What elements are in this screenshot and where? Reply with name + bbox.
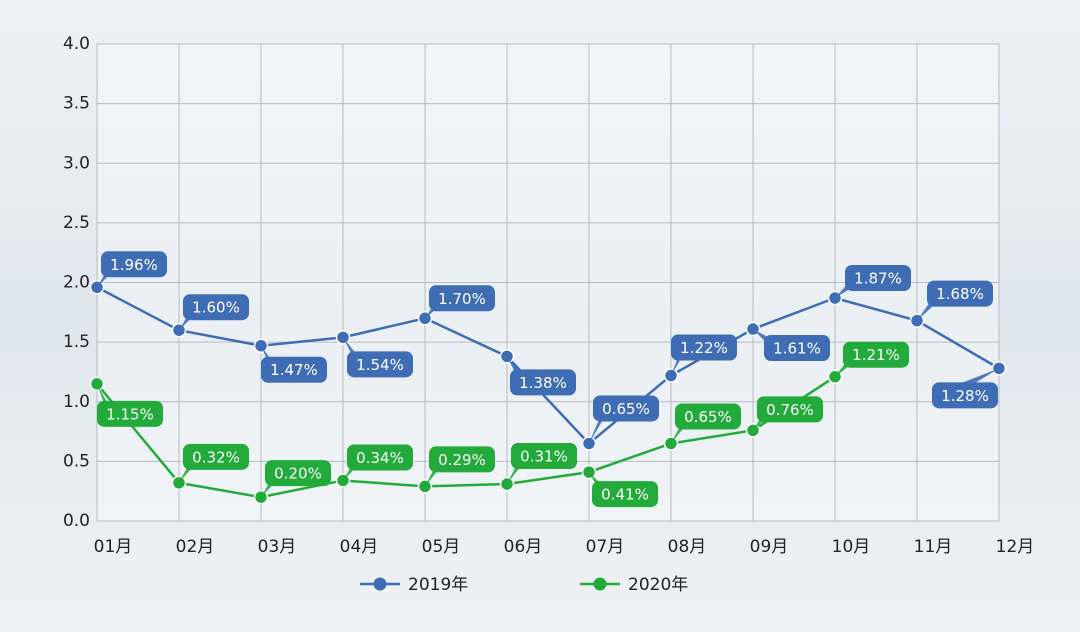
label-box [265, 460, 331, 487]
x-tick-label: 03月 [258, 537, 297, 557]
y-tick-label: 0.0 [63, 511, 90, 531]
data-label: 1.21% [852, 346, 900, 364]
label-box [757, 396, 823, 423]
label-box [183, 443, 249, 470]
x-tick-label: 05月 [422, 537, 461, 557]
data-label: 0.31% [520, 448, 568, 466]
data-label: 1.68% [936, 285, 984, 303]
label-box [101, 251, 167, 278]
y-tick-label: 2.0 [63, 273, 90, 293]
data-label: 1.22% [680, 339, 728, 357]
x-tick-label: 08月 [668, 537, 707, 557]
x-tick-label: 04月 [340, 537, 379, 557]
label-box [347, 351, 413, 378]
data-label: 1.47% [270, 361, 318, 379]
data-label: 1.61% [773, 340, 821, 358]
legend-label: 2020年 [628, 575, 688, 595]
label-box [429, 285, 495, 312]
label-box [347, 444, 413, 471]
legend-marker [593, 577, 607, 591]
data-label: 0.34% [356, 449, 404, 467]
data-label: 0.65% [684, 408, 732, 426]
data-label: 0.41% [601, 486, 649, 504]
label-box [261, 356, 327, 383]
y-tick-label: 4.0 [63, 34, 90, 54]
x-tick-label: 11月 [914, 537, 953, 557]
series-line [96, 286, 1000, 446]
data-label: 1.60% [192, 299, 240, 317]
label-box [671, 334, 737, 361]
label-box [675, 403, 741, 430]
data-label: 0.76% [766, 401, 814, 419]
data-label: 1.54% [356, 356, 404, 374]
y-tick-label: 2.5 [63, 213, 90, 233]
data-label: 1.38% [519, 374, 567, 392]
x-tick-label: 02月 [176, 537, 215, 557]
x-tick-label: 06月 [504, 537, 543, 557]
series-line [96, 375, 836, 499]
label-box [764, 335, 830, 362]
y-tick-label: 3.0 [63, 153, 90, 173]
data-label: 0.20% [274, 465, 322, 483]
y-tick-label: 0.5 [63, 451, 90, 471]
label-box [593, 395, 659, 422]
label-box [97, 400, 163, 427]
label-box [843, 341, 909, 368]
data-label: 1.15% [106, 405, 154, 423]
x-tick-label: 01月 [94, 537, 133, 557]
x-tick-label: 12月 [996, 537, 1035, 557]
y-tick-label: 1.0 [63, 392, 90, 412]
label-box [845, 265, 911, 292]
label-box [927, 280, 993, 307]
x-tick-label: 07月 [586, 537, 625, 557]
data-label: 0.65% [602, 400, 650, 418]
label-box [511, 443, 577, 470]
y-tick-label: 3.5 [63, 94, 90, 114]
label-box [592, 481, 658, 508]
data-label: 0.32% [192, 448, 240, 466]
label-box [510, 369, 576, 396]
data-label: 1.96% [110, 256, 158, 274]
label-box [183, 294, 249, 321]
y-tick-label: 1.5 [63, 332, 90, 352]
label-box [932, 382, 998, 409]
data-label: 1.28% [941, 387, 989, 405]
x-tick-label: 10月 [832, 537, 871, 557]
data-label: 1.87% [854, 270, 902, 288]
data-label: 0.29% [438, 451, 486, 469]
data-label: 1.70% [438, 290, 486, 308]
label-box [429, 446, 495, 473]
x-tick-label: 09月 [750, 537, 789, 557]
legend-marker [373, 577, 387, 591]
legend-label: 2019年 [408, 575, 468, 595]
